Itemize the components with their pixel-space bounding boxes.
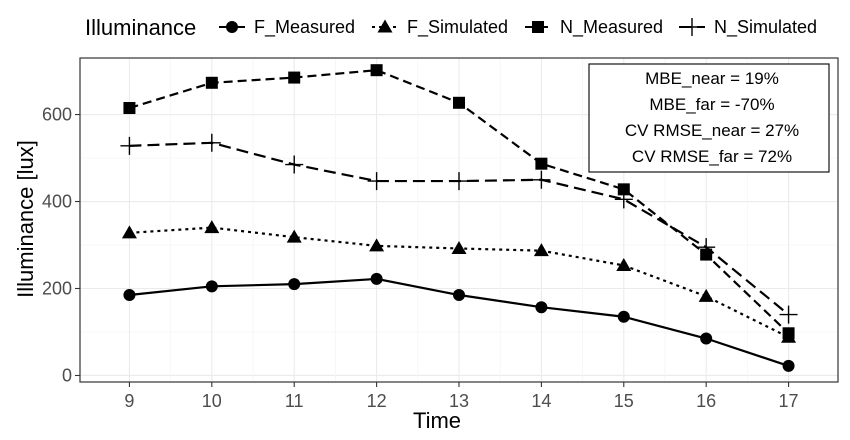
point-n-simulated [202, 133, 221, 152]
x-axis-title: Time [413, 408, 461, 433]
x-tick-label: 11 [285, 391, 304, 411]
legend-item-n-measured: N_Measured [525, 17, 663, 38]
x-tick-label: 9 [124, 391, 134, 411]
legend-marker-f-measured [226, 21, 238, 33]
point-n-simulated [120, 136, 139, 155]
point-f-measured [535, 301, 548, 314]
series-n-simulated [120, 133, 798, 324]
point-f-simulated [204, 220, 220, 234]
x-tick-label: 15 [614, 391, 634, 411]
point-f-simulated [451, 240, 467, 254]
legend-title: Illuminance [85, 15, 196, 40]
point-n-simulated [532, 170, 551, 189]
legend-item-n-simulated: N_Simulated [679, 17, 817, 38]
legend: Illuminance F_Measured F_Simulated N_Measu… [85, 15, 817, 40]
x-tick-label: 16 [696, 391, 716, 411]
point-n-simulated [614, 190, 633, 209]
point-n-simulated [285, 155, 304, 174]
point-f-measured [453, 289, 465, 302]
legend-item-f-simulated: F_Simulated [372, 17, 508, 38]
legend-item-f-measured: F_Measured [219, 17, 355, 38]
series-layer [120, 64, 798, 372]
point-f-measured [782, 359, 795, 372]
point-n-simulated [779, 305, 798, 324]
point-f-measured [205, 280, 218, 293]
legend-label-f-measured: F_Measured [254, 17, 355, 38]
point-f-measured [288, 278, 301, 291]
point-f-measured [370, 272, 383, 285]
y-tick-label: 600 [42, 105, 72, 125]
y-tick-label: 0 [62, 365, 72, 385]
point-n-simulated [697, 238, 716, 257]
legend-marker-f-simulated [377, 19, 393, 33]
axis-ticks: 0 200 400 600 9 10 11 12 13 14 15 16 17 [42, 105, 799, 411]
annotation-text: CV RMSE_near = 27% [625, 121, 799, 140]
point-f-measured [617, 310, 630, 323]
point-f-simulated [698, 288, 714, 302]
annotation-box: MBE_near = 19% MBE_far = -70% CV RMSE_near… [588, 63, 830, 173]
point-f-simulated [286, 229, 302, 243]
x-tick-label: 10 [202, 391, 222, 411]
point-n-measured [535, 157, 548, 170]
annotation-text: CV RMSE_far = 72% [632, 147, 792, 166]
point-n-measured [205, 76, 218, 89]
x-tick-label: 13 [449, 391, 469, 411]
legend-marker-n-simulated [683, 18, 701, 36]
point-n-measured [617, 183, 630, 196]
legend-label-f-simulated: F_Simulated [407, 17, 508, 38]
plot-area: 0 200 400 600 9 10 11 12 13 14 15 16 17 MBE_near = 1… [42, 57, 839, 411]
y-axis-title: Illuminance [lux] [13, 140, 38, 298]
annotation-text: MBE_far = -70% [649, 95, 774, 114]
point-f-simulated [369, 238, 385, 252]
point-f-simulated [616, 257, 632, 271]
annotation-frame [588, 63, 830, 173]
point-n-measured [370, 64, 383, 77]
legend-marker-n-measured [532, 21, 544, 33]
x-tick-label: 17 [779, 391, 799, 411]
point-f-measured [700, 332, 713, 345]
point-n-simulated [367, 172, 386, 191]
point-f-simulated [121, 225, 137, 239]
y-tick-label: 200 [42, 278, 72, 298]
point-f-measured [123, 289, 136, 302]
point-f-simulated [533, 243, 549, 257]
legend-label-n-simulated: N_Simulated [714, 17, 817, 38]
series-f-measured [123, 272, 795, 372]
point-n-measured [288, 71, 301, 84]
y-tick-label: 400 [42, 192, 72, 212]
point-n-simulated [450, 172, 468, 191]
point-n-measured [453, 96, 465, 109]
x-tick-label: 12 [367, 391, 387, 411]
point-n-measured [123, 102, 136, 115]
legend-label-n-measured: N_Measured [560, 17, 663, 38]
point-n-measured [782, 327, 795, 340]
series-n-measured [123, 64, 795, 340]
x-tick-label: 14 [531, 391, 551, 411]
annotation-text: MBE_near = 19% [645, 69, 779, 88]
